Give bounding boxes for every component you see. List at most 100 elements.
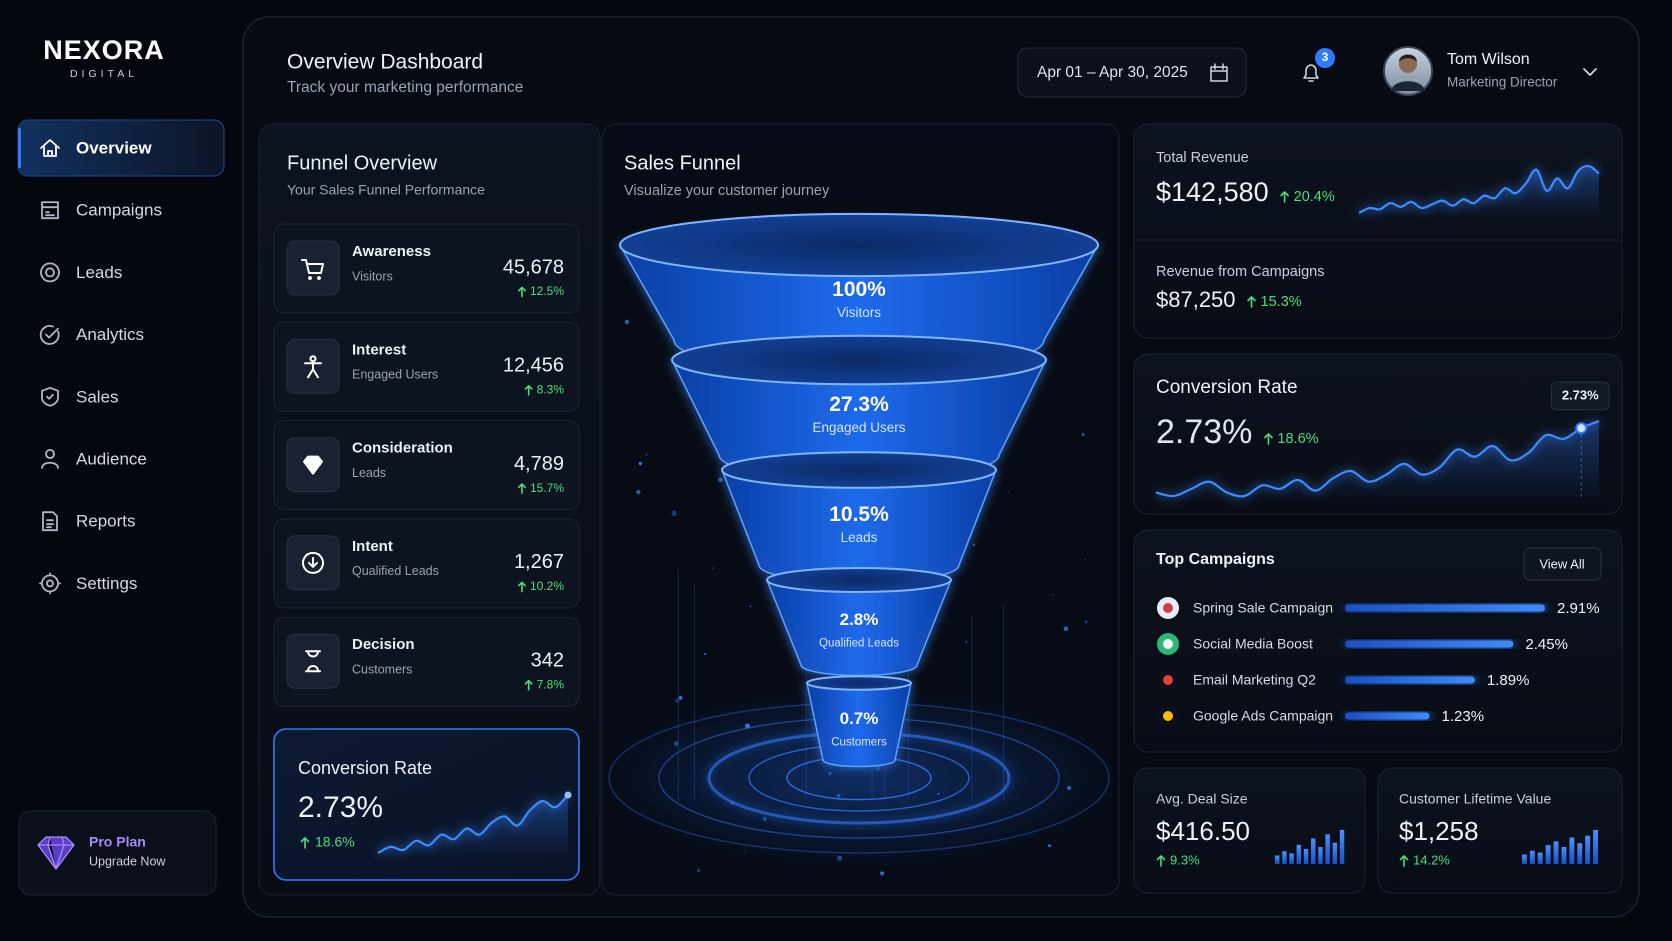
plan-action[interactable]: Upgrade Now [89,854,166,868]
campaign-bar [1345,604,1545,612]
panel-subtitle: Visualize your customer journey [624,183,830,199]
particle [718,477,723,482]
campaign-bar [1345,676,1475,684]
funnel-level-top [806,675,912,691]
mini-bar [1529,850,1535,864]
nav-icon [39,572,61,595]
nav-icon [42,511,58,532]
funnel-level-top [766,567,952,593]
up-arrow [1264,433,1273,445]
mini-bar [1332,842,1338,864]
chevron-icon [1583,68,1597,76]
particle [696,868,701,873]
panel-subtitle: Your Sales Funnel Performance [287,182,485,198]
conversion-value: 2.73% [298,791,383,824]
up-arrow [300,837,310,849]
nav-icon [40,262,60,283]
stage-icon-box [286,633,340,689]
stage-sub: Customers [352,662,412,676]
nav-item[interactable]: Overview [76,138,152,157]
nav-item[interactable]: Reports [76,512,136,531]
stage-change: 12.5% [530,284,564,298]
avatar-body [1391,81,1425,91]
stage-change: 10.2% [530,579,564,593]
particle [1007,491,1010,493]
date-picker[interactable] [1017,47,1247,98]
mini-bar [1545,845,1551,864]
mini-bar [1585,835,1591,864]
sparkline [1155,419,1600,498]
up-arrow [518,581,526,593]
particle [1052,594,1054,596]
mini-bar [1325,834,1330,864]
particle [1081,432,1085,437]
view-all-label[interactable]: View All [1539,556,1584,571]
campaign-value: 1.23% [1442,708,1485,725]
page-title: Overview Dashboard [287,51,483,74]
nav-active-indicator [18,128,21,168]
nav-item[interactable]: Analytics [76,325,144,344]
campaign-name: Email Marketing Q2 [1193,672,1316,688]
campaign-name: Social Media Boost [1193,636,1313,652]
stage-card [273,616,580,707]
conversion-title: Conversion Rate [298,758,432,778]
up-arrow [1247,296,1256,308]
funnel-level-top [619,212,1099,278]
date-range[interactable]: Apr 01 – Apr 30, 2025 [1037,64,1188,81]
campaign-icon-inner [1163,603,1173,613]
mini-bar [1275,855,1280,864]
stage-sub: Leads [352,466,386,480]
nav-item[interactable]: Campaigns [76,201,162,220]
particle [674,698,680,704]
particle [965,640,968,644]
nav-item[interactable]: Leads [76,263,122,282]
mini-bar [1339,830,1345,864]
particle [749,605,752,608]
campaign-bar [1345,640,1514,648]
plan-title: Pro Plan [89,834,146,850]
particle [1084,620,1088,624]
funnel-label: Qualified Leads [819,638,899,650]
funnel-level-top [671,334,1047,386]
avatar-head [1399,55,1417,73]
campaign-icon-inner [1163,711,1173,721]
funnel-percent: 0.7% [840,709,879,728]
floor-glow [599,688,1119,868]
nav-item[interactable]: Sales [76,387,119,406]
user-name[interactable]: Tom Wilson [1447,51,1530,68]
mini-bar [1318,847,1323,864]
nav-icon [41,201,59,220]
stage-icon [305,650,321,673]
panel-title: Sales Funnel [624,152,741,174]
nav-icon [39,325,60,345]
change: 14.2% [1413,852,1450,867]
nav-item[interactable]: Settings [76,574,137,593]
view-all-button[interactable] [1523,547,1602,581]
logo: NEXORA [43,35,165,65]
clv-card [1377,767,1623,894]
funnel-percent: 2.8% [840,610,879,629]
sparkline [1358,164,1600,214]
up-arrow [524,679,533,691]
sparkline-end [564,791,572,799]
mini-bar [1593,830,1598,864]
stage-sub: Visitors [352,269,393,283]
change: 18.6% [1277,431,1318,447]
nav-icon [40,139,60,157]
stage-card [273,518,580,609]
metric-value: $142,580 [1156,177,1269,207]
campaign-value: 1.89% [1487,672,1530,689]
mini-bar [1537,852,1543,864]
stage-card [273,321,580,412]
marker-label: 2.73% [1562,387,1599,402]
mini-bar [1569,837,1575,864]
metric-value: 2.73% [1156,413,1252,451]
nav-item[interactable]: Audience [76,449,147,468]
notification-badge [1315,48,1335,68]
mini-bar [1561,847,1567,864]
particle [678,695,683,700]
logo-tagline: DIGITAL [70,68,138,80]
panel-title: Top Campaigns [1156,551,1275,568]
